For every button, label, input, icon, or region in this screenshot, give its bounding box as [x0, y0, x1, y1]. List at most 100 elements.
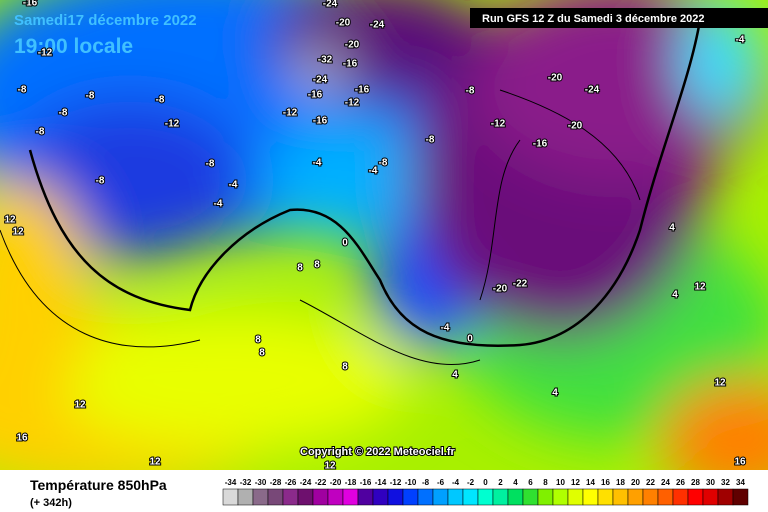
scale-swatch [702, 488, 719, 506]
isotherm-label: -20 [548, 73, 563, 84]
isotherm-label: -24 [313, 75, 328, 86]
scale-label: 26 [676, 478, 685, 487]
scale-swatch [432, 488, 449, 506]
color-scale: -34 -32 -30 -28 -26 -24 -22 -20 -18 -16 -14 -12 -10-… [222, 478, 749, 506]
scale-label: -30 [255, 478, 267, 487]
scale-label: -2 [467, 478, 475, 487]
isotherm-label: 8 [259, 348, 265, 359]
isotherm-label: 4 [672, 290, 678, 301]
isotherm-label: -24 [323, 0, 338, 10]
isotherm-label: -12 [345, 98, 360, 109]
isotherm-label: -4 [229, 180, 238, 191]
scale-label: -16 [360, 478, 372, 487]
scale-label: -4 [452, 478, 460, 487]
scale-swatch [522, 488, 539, 506]
scale-swatch [642, 488, 659, 506]
run-label-box [470, 8, 768, 28]
isotherm-label: 16 [734, 457, 746, 468]
scale-swatch [402, 488, 419, 506]
isotherm-label: 8 [255, 335, 261, 346]
scale-swatch [282, 488, 299, 506]
isotherm-label: -24 [585, 85, 600, 96]
scale-swatch [612, 488, 629, 506]
scale-swatch [462, 488, 479, 506]
scale-swatch [267, 488, 284, 506]
isotherm-label: -8 [206, 159, 215, 170]
isotherm-label: 8 [314, 260, 320, 271]
scale-label: -32 [240, 478, 252, 487]
scale-swatch [672, 488, 689, 506]
scale-label: 2 [498, 478, 503, 487]
scale-label: 28 [691, 478, 700, 487]
scale-swatch [327, 488, 344, 506]
isotherm-label: -4 [441, 323, 450, 334]
isotherm-label: -12 [38, 48, 53, 59]
isotherm-label: -16 [308, 90, 323, 101]
scale-label: 20 [631, 478, 640, 487]
scale-swatch [597, 488, 614, 506]
isotherm-label: 12 [4, 215, 16, 226]
isotherm-label: -20 [568, 121, 583, 132]
isotherm-label: 12 [12, 227, 24, 238]
isotherm-label: -16 [23, 0, 38, 9]
isotherm-label: -8 [379, 158, 388, 169]
scale-label: 8 [543, 478, 548, 487]
scale-label: -18 [345, 478, 357, 487]
isotherm-label: -8 [18, 85, 27, 96]
scale-label: -6 [437, 478, 445, 487]
isotherm-label: -8 [96, 176, 105, 187]
isotherm-label: -4 [736, 35, 745, 46]
scale-label: -22 [315, 478, 327, 487]
temperature-field [0, 0, 768, 470]
isotherm-label: 12 [694, 282, 706, 293]
scale-label: -34 [225, 478, 237, 487]
isotherm-label: 4 [669, 223, 675, 234]
scale-swatch [492, 488, 509, 506]
scale-swatch [297, 488, 314, 506]
isotherm-label: 12 [324, 461, 336, 472]
scale-swatch [507, 488, 524, 506]
isotherm-label: -4 [214, 199, 223, 210]
scale-swatch [447, 488, 464, 506]
scale-swatch [732, 488, 749, 506]
scale-label: -10 [405, 478, 417, 487]
isotherm-label: -8 [59, 108, 68, 119]
isotherm-label: 0 [342, 238, 348, 249]
scale-swatch [252, 488, 269, 506]
isotherm-label: 12 [74, 400, 86, 411]
scale-label: -20 [330, 478, 342, 487]
isotherm-label: 12 [149, 457, 161, 468]
scale-label: 0 [483, 478, 488, 487]
scale-label: 16 [601, 478, 610, 487]
scale-label: 32 [721, 478, 730, 487]
scale-swatch [342, 488, 359, 506]
isotherm-label: -4 [313, 158, 322, 169]
isotherm-label: 8 [342, 362, 348, 373]
scale-swatch [477, 488, 494, 506]
scale-swatch [372, 488, 389, 506]
isotherm-label: -8 [86, 91, 95, 102]
isotherm-label: -20 [336, 18, 351, 29]
scale-swatch [222, 488, 239, 506]
scale-label: -8 [422, 478, 430, 487]
scale-label: 12 [571, 478, 580, 487]
scale-swatch [627, 488, 644, 506]
scale-label: 18 [616, 478, 625, 487]
scale-label: 22 [646, 478, 655, 487]
isotherm-label: 8 [297, 263, 303, 274]
scale-swatch [657, 488, 674, 506]
isotherm-label: -22 [513, 279, 528, 290]
scale-label: 4 [513, 478, 518, 487]
isotherm-label: 0 [467, 334, 473, 345]
scale-swatch [567, 488, 584, 506]
isotherm-label: -16 [533, 139, 548, 150]
isotherm-label: -12 [283, 108, 298, 119]
isotherm-label: -16 [313, 116, 328, 127]
scale-label: 14 [586, 478, 595, 487]
scale-swatch [687, 488, 704, 506]
forecast-date: Samedi17 décembre 2022 [14, 12, 197, 29]
map-labels: -16 -24 -20 -24 -12 -8 -8 -8 -8 -12 -8 -32 -16 -24 -20… [3, 0, 747, 473]
isotherm-label: -12 [165, 119, 180, 130]
isotherm-label: 4 [452, 370, 458, 381]
